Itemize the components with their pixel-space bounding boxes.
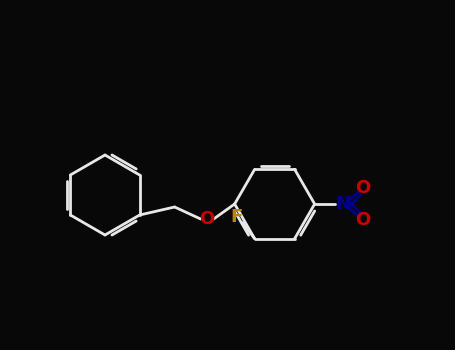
Text: O: O	[355, 211, 370, 229]
Text: F: F	[231, 208, 243, 226]
Text: O: O	[199, 210, 214, 228]
Text: N: N	[335, 195, 350, 213]
Text: O: O	[355, 179, 370, 197]
